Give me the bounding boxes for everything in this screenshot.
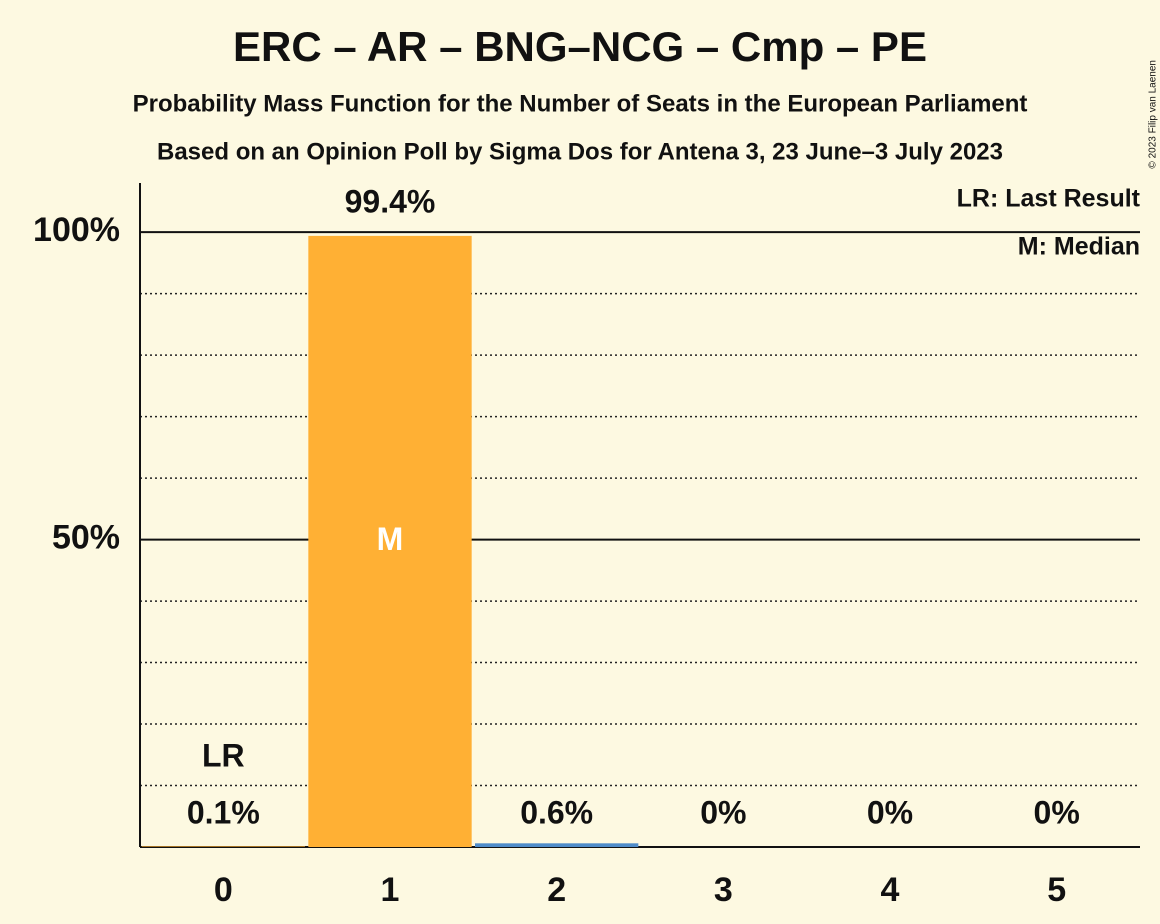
chart-subtitle: Based on an Opinion Poll by Sigma Dos fo… xyxy=(157,138,1003,165)
chart-title: ERC – AR – BNG–NCG – Cmp – PE xyxy=(233,23,927,70)
copyright: © 2023 Filip van Laenen xyxy=(1148,60,1159,169)
x-tick-label: 4 xyxy=(881,871,900,909)
x-tick-label: 3 xyxy=(714,871,733,909)
y-tick-label: 100% xyxy=(33,211,120,249)
value-label: 0% xyxy=(700,794,746,830)
x-tick-label: 0 xyxy=(214,871,233,909)
x-tick-label: 5 xyxy=(1047,871,1066,909)
chart-subtitle: Probability Mass Function for the Number… xyxy=(133,90,1028,117)
value-label: 0% xyxy=(1034,794,1080,830)
annotation: LR xyxy=(202,737,245,773)
legend-entry: LR: Last Result xyxy=(957,185,1141,213)
bar xyxy=(308,235,472,847)
legend-entry: M: Median xyxy=(1018,233,1140,261)
value-label: 0.1% xyxy=(187,794,260,830)
value-label: 0.6% xyxy=(520,794,593,830)
x-tick-label: 1 xyxy=(381,871,400,909)
bar xyxy=(141,846,305,847)
annotation: M xyxy=(377,521,404,557)
x-tick-label: 2 xyxy=(547,871,566,909)
bar xyxy=(475,843,639,847)
y-tick-label: 50% xyxy=(52,519,120,557)
value-label: 99.4% xyxy=(345,183,436,219)
value-label: 0% xyxy=(867,794,913,830)
